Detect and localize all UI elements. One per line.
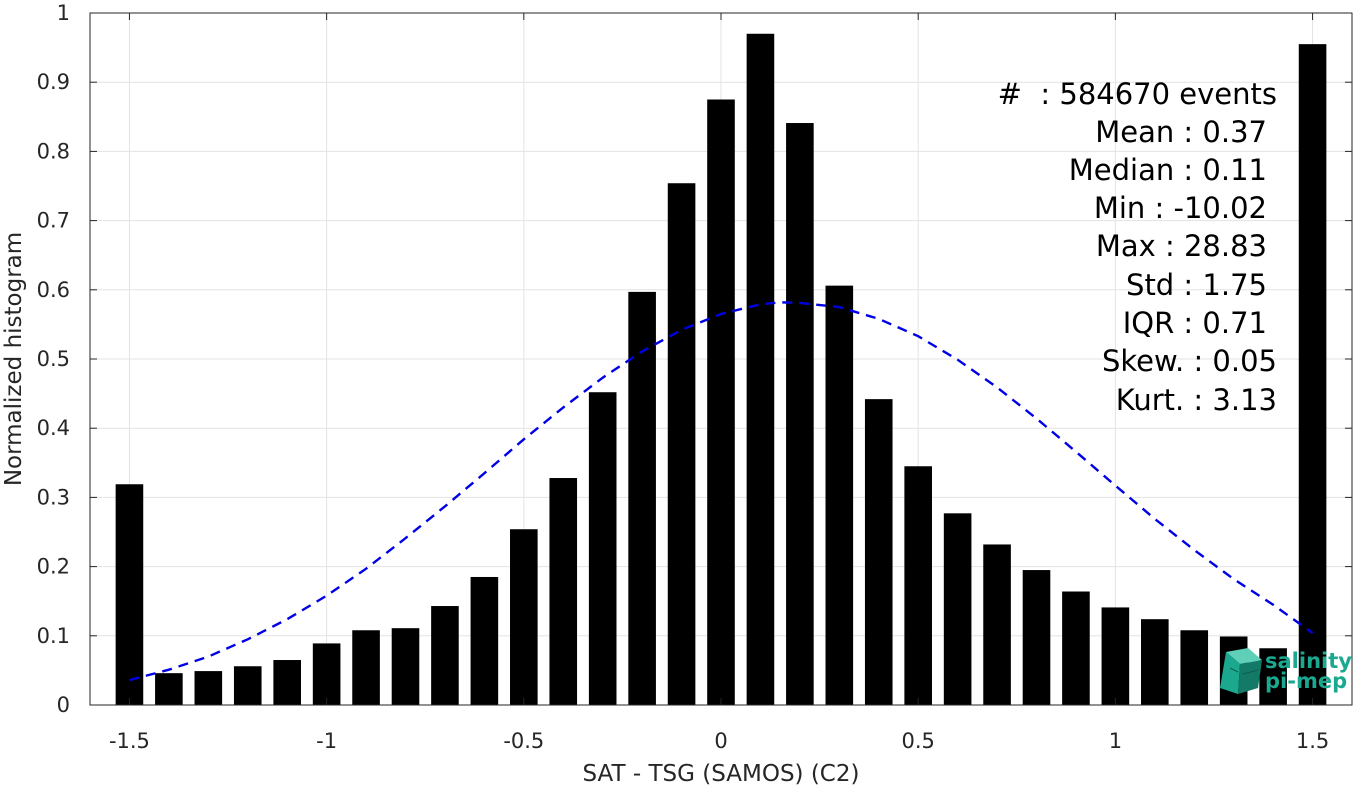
y-tick-label: 0.6 bbox=[37, 278, 70, 302]
y-tick-label: 0.7 bbox=[37, 209, 70, 233]
histogram-bar bbox=[391, 628, 420, 705]
gaussian-fit-curve bbox=[129, 301, 1314, 682]
histogram-bar bbox=[1141, 619, 1169, 705]
histogram-bar bbox=[1298, 44, 1327, 705]
histogram-bar bbox=[864, 399, 893, 705]
histogram-bar bbox=[1259, 648, 1287, 705]
salinity-pimep-logo: salinity pi-mep bbox=[1220, 648, 1352, 694]
histogram-bar bbox=[1022, 570, 1051, 705]
logo-line1: salinity bbox=[1265, 649, 1352, 673]
x-tick-label: -1 bbox=[316, 729, 337, 753]
stat-std: Std : 1.75 bbox=[1126, 268, 1267, 302]
histogram-bar bbox=[273, 660, 301, 705]
y-tick-label: 0.1 bbox=[37, 624, 70, 648]
histogram-bar bbox=[588, 392, 617, 705]
stat-iqr: IQR : 0.71 bbox=[1123, 306, 1267, 340]
stat-kurt: Kurt. : 3.13 bbox=[1116, 383, 1277, 417]
logo-cube-icon bbox=[1220, 648, 1262, 694]
histogram-bar bbox=[431, 606, 459, 705]
x-axis-label: SAT - TSG (SAMOS) (C2) bbox=[583, 761, 860, 785]
histogram-bar bbox=[943, 513, 972, 705]
histogram-bar bbox=[786, 123, 814, 705]
y-axis-label: Normalized histogram bbox=[1, 232, 27, 486]
x-tick-labels: -1.5 -1 -0.5 0 0.5 1 1.5 bbox=[109, 729, 1329, 753]
histogram-bar bbox=[549, 478, 578, 705]
histogram-bar bbox=[1180, 630, 1209, 705]
histogram-bar bbox=[352, 630, 380, 705]
stat-min: Min : -10.02 bbox=[1094, 191, 1267, 225]
histogram-bar bbox=[233, 666, 262, 705]
statistics-box: # : 584670 events Mean : 0.37 Median : 0… bbox=[998, 77, 1277, 417]
x-tick-label: 0 bbox=[714, 729, 727, 753]
stat-max: Max : 28.83 bbox=[1096, 229, 1267, 263]
histogram-bar bbox=[746, 33, 775, 705]
y-tick-labels: 0 0.1 0.2 0.3 0.4 0.5 0.6 0.7 0.8 0.9 1 bbox=[37, 1, 70, 717]
y-tick-label: 0.5 bbox=[37, 347, 70, 371]
y-tick-label: 0 bbox=[57, 693, 70, 717]
y-tick-label: 0.9 bbox=[37, 70, 70, 94]
x-tick-label: 1.5 bbox=[1296, 729, 1329, 753]
histogram-bar bbox=[667, 183, 696, 705]
x-tick-label: 0.5 bbox=[901, 729, 934, 753]
histogram-bar bbox=[707, 99, 735, 705]
y-tick-label: 0.8 bbox=[37, 139, 70, 163]
histogram-bar bbox=[312, 643, 341, 705]
histogram-bar bbox=[155, 673, 183, 705]
stat-median: Median : 0.11 bbox=[1069, 153, 1267, 187]
y-tick-label: 0.4 bbox=[37, 416, 70, 440]
stat-events: # : 584670 events bbox=[998, 77, 1277, 111]
x-tick-label: 1 bbox=[1109, 729, 1122, 753]
histogram-bar bbox=[470, 576, 499, 705]
y-tick-label: 0.3 bbox=[37, 485, 70, 509]
histogram-bar bbox=[825, 285, 854, 705]
histogram-bar bbox=[115, 484, 144, 705]
stat-skew: Skew. : 0.05 bbox=[1102, 344, 1277, 378]
histogram-bar bbox=[510, 529, 538, 705]
axes-box bbox=[89, 12, 1353, 706]
logo-line2: pi-mep bbox=[1265, 669, 1347, 693]
x-tick-label: -0.5 bbox=[503, 729, 544, 753]
bars bbox=[115, 33, 1327, 705]
histogram-bar bbox=[194, 671, 223, 705]
y-tick-label: 0.2 bbox=[37, 555, 70, 579]
x-tick-label: -1.5 bbox=[109, 729, 150, 753]
y-tick-label: 1 bbox=[57, 1, 70, 25]
stat-mean: Mean : 0.37 bbox=[1095, 115, 1267, 149]
histogram-bar bbox=[904, 466, 932, 705]
histogram-bar bbox=[983, 544, 1011, 705]
histogram-bar bbox=[1062, 591, 1090, 705]
histogram-bar bbox=[1101, 607, 1130, 705]
histogram-bar bbox=[628, 291, 656, 705]
